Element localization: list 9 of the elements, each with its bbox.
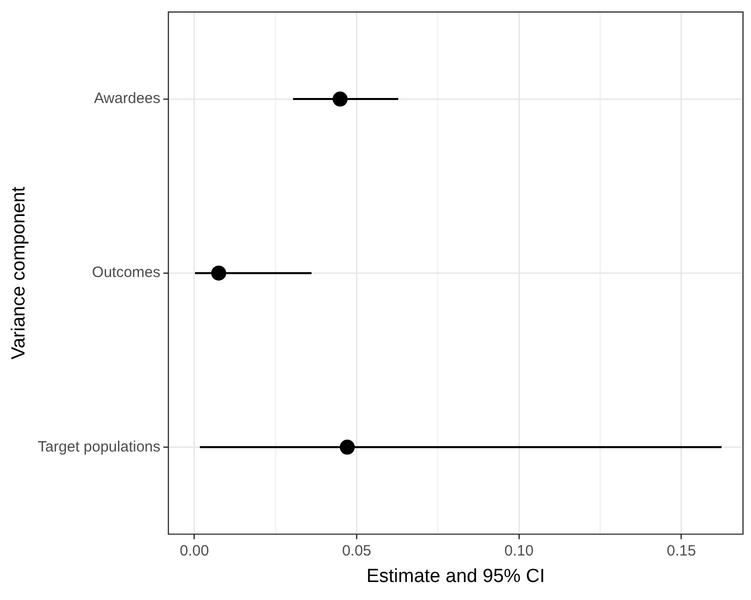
x-tick-label: 0.00 bbox=[180, 542, 209, 560]
x-tick-label: 0.15 bbox=[666, 542, 696, 560]
y-tick-label: Awardees bbox=[94, 90, 160, 108]
x-axis-title: Estimate and 95% CI bbox=[366, 566, 545, 587]
y-tick-label: Outcomes bbox=[92, 264, 160, 282]
x-tick-label: 0.05 bbox=[342, 542, 372, 560]
y-axis-title: Variance component bbox=[8, 186, 30, 360]
y-tick-label: Target populations bbox=[38, 438, 160, 456]
x-tick-label: 0.10 bbox=[504, 542, 534, 560]
